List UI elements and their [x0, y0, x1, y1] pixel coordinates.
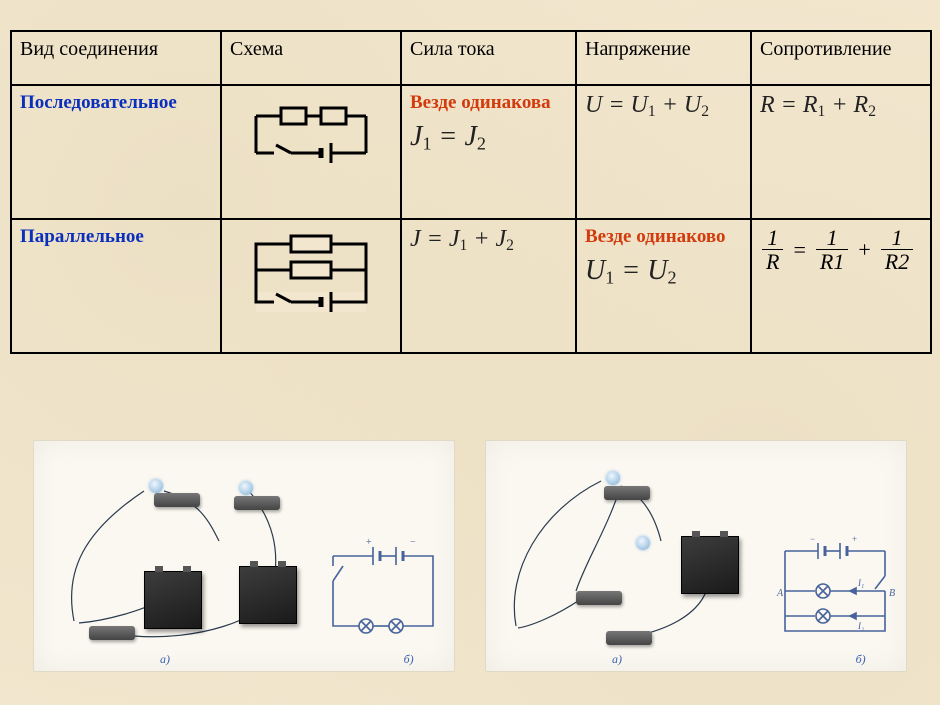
series-current-formula: J1 = J2 [410, 121, 567, 155]
frac-R2: 1 R2 [879, 226, 915, 273]
cell-series-resistance: R = R1 + R2 [751, 85, 931, 219]
parallel-circuit-icon [236, 232, 386, 327]
svg-text:I₂: I₂ [857, 621, 864, 631]
header-current: Сила тока [401, 31, 576, 85]
series-resistance-formula: R = R1 + R2 [760, 92, 922, 121]
parallel-mini-schematic-icon: A B I₁ I₂ − + [770, 531, 900, 651]
header-resistance: Сопротивление [751, 31, 931, 85]
figure-series-photo: + − а) б) [33, 440, 455, 672]
switch-icon [606, 631, 652, 645]
bulb-icon [149, 479, 163, 493]
parallel-resistance-formula: 1 R = 1 R1 + 1 R2 [760, 226, 922, 273]
battery-icon [144, 571, 202, 629]
page-root: Вид соединения Схема Сила тока Напряжени… [0, 0, 940, 705]
series-voltage-formula: U = U1 + U2 [585, 92, 742, 121]
svg-text:−: − [410, 537, 416, 548]
switch-icon [234, 496, 280, 510]
switch-icon [154, 493, 200, 507]
bulb-icon [606, 471, 620, 485]
connection-table: Вид соединения Схема Сила тока Напряжени… [10, 30, 932, 354]
caption-a: а) [612, 652, 622, 667]
plus-sign: + [854, 237, 874, 263]
series-mini-schematic-icon: + − [318, 531, 448, 651]
parallel-current-formula: J = J1 + J2 [410, 226, 567, 255]
svg-text:−: − [810, 534, 815, 544]
parallel-label: Параллельное [20, 226, 144, 247]
parallel-voltage-label: Везде одинаково [585, 226, 742, 249]
cell-series-scheme [221, 85, 401, 219]
cell-series-current: Везде одинакова J1 = J2 [401, 85, 576, 219]
parallel-voltage-formula: U1 = U2 [585, 255, 742, 289]
svg-text:+: + [852, 534, 857, 544]
battery-icon [239, 566, 297, 624]
cell-parallel-scheme [221, 219, 401, 353]
series-current-label: Везде одинакова [410, 92, 567, 115]
header-scheme: Схема [221, 31, 401, 85]
figure-parallel-photo: A B I₁ I₂ − + а) б) [485, 440, 907, 672]
cell-series-voltage: U = U1 + U2 [576, 85, 751, 219]
switch-icon [604, 486, 650, 500]
caption-a: а) [160, 652, 170, 667]
caption-b: б) [856, 652, 866, 667]
header-voltage: Напряжение [576, 31, 751, 85]
cell-series-name: Последовательное [11, 85, 221, 219]
switch-icon [576, 591, 622, 605]
frac-R: 1 R [760, 226, 785, 273]
switch-icon [89, 626, 135, 640]
cell-parallel-voltage: Везде одинаково U1 = U2 [576, 219, 751, 353]
cell-parallel-name: Параллельное [11, 219, 221, 353]
cell-parallel-current: J = J1 + J2 [401, 219, 576, 353]
frac-R1: 1 R1 [814, 226, 850, 273]
svg-text:I₁: I₁ [857, 578, 864, 588]
table-row-series: Последовательное [11, 85, 931, 219]
battery-icon [681, 536, 739, 594]
svg-text:B: B [889, 588, 895, 599]
bulb-icon [636, 536, 650, 550]
svg-text:A: A [776, 588, 784, 599]
svg-text:+: + [366, 537, 372, 548]
equals-sign: = [789, 237, 809, 263]
bottom-figures-row: + − а) б) [20, 440, 920, 690]
table-row-parallel: Параллельное [11, 219, 931, 353]
header-connection-type: Вид соединения [11, 31, 221, 85]
series-circuit-icon [236, 98, 386, 178]
cell-parallel-resistance: 1 R = 1 R1 + 1 R2 [751, 219, 931, 353]
caption-b: б) [404, 652, 414, 667]
bulb-icon [239, 481, 253, 495]
series-label: Последовательное [20, 92, 177, 113]
table-header-row: Вид соединения Схема Сила тока Напряжени… [11, 31, 931, 85]
